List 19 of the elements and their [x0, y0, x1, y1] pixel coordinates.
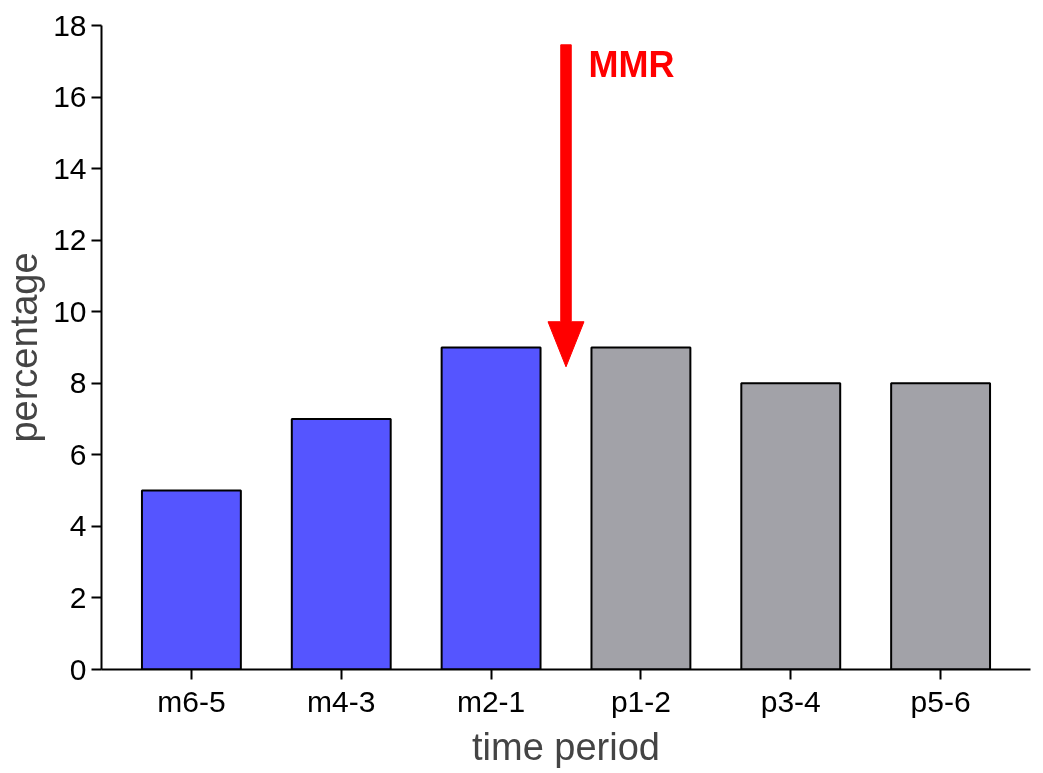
annotation: MMR	[588, 43, 675, 85]
x-tick-label: p3-4	[760, 684, 821, 718]
y-tick-label: 2	[69, 580, 87, 614]
y-axis-title: percentage	[3, 252, 46, 443]
y-tick-label: 18	[53, 8, 87, 42]
y-tick-label: 12	[53, 223, 87, 257]
x-tick-label: m2-1	[456, 684, 526, 718]
x-tick-label: m6-5	[157, 684, 226, 718]
x-tick-label: p5-6	[910, 684, 971, 718]
x-tick-label: m4-3	[307, 684, 376, 718]
y-tick-label: 4	[69, 509, 87, 543]
x-axis-title: time period	[472, 725, 660, 768]
y-tick-label: 8	[69, 366, 87, 400]
y-tick-label: 6	[69, 437, 87, 471]
x-tick-label: p1-2	[610, 684, 671, 718]
y-tick-label: 16	[53, 80, 87, 114]
y-tick-label: 14	[53, 151, 87, 185]
y-tick-label: 0	[69, 652, 87, 686]
y-tick-label: 10	[53, 294, 87, 328]
